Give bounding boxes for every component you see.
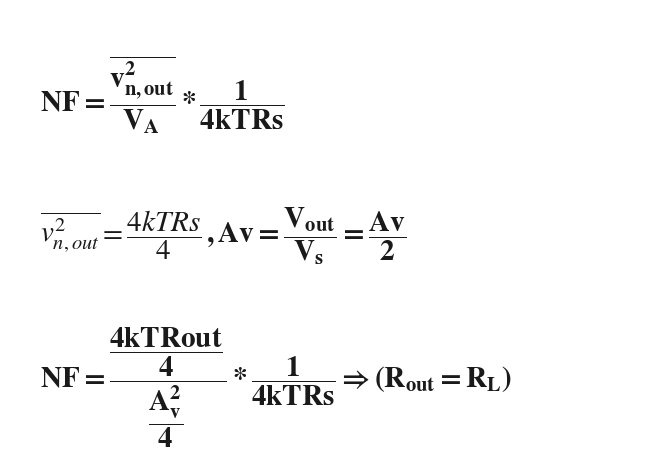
Text: $\bf{NF} = \dfrac{\overline{v_{n,out}^{2}}}{V_A} * \dfrac{1}{4kTRs}$: $\bf{NF} = \dfrac{\overline{v_{n,out}^{2… [40, 53, 285, 135]
Text: $\overline{v_{n,out}^{2}} = \dfrac{4kTRs}{4}\,\mathbf{,}\,\bf{Av} = \dfrac{V_{ou: $\overline{v_{n,out}^{2}} = \dfrac{4kTRs… [40, 205, 407, 267]
Text: $\bf{NF} = \dfrac{\dfrac{4kTRout}{4}}{\dfrac{A_v^{2}}{4}} * \dfrac{1}{4kTRs} \Ri: $\bf{NF} = \dfrac{\dfrac{4kTRout}{4}}{\d… [40, 325, 513, 449]
